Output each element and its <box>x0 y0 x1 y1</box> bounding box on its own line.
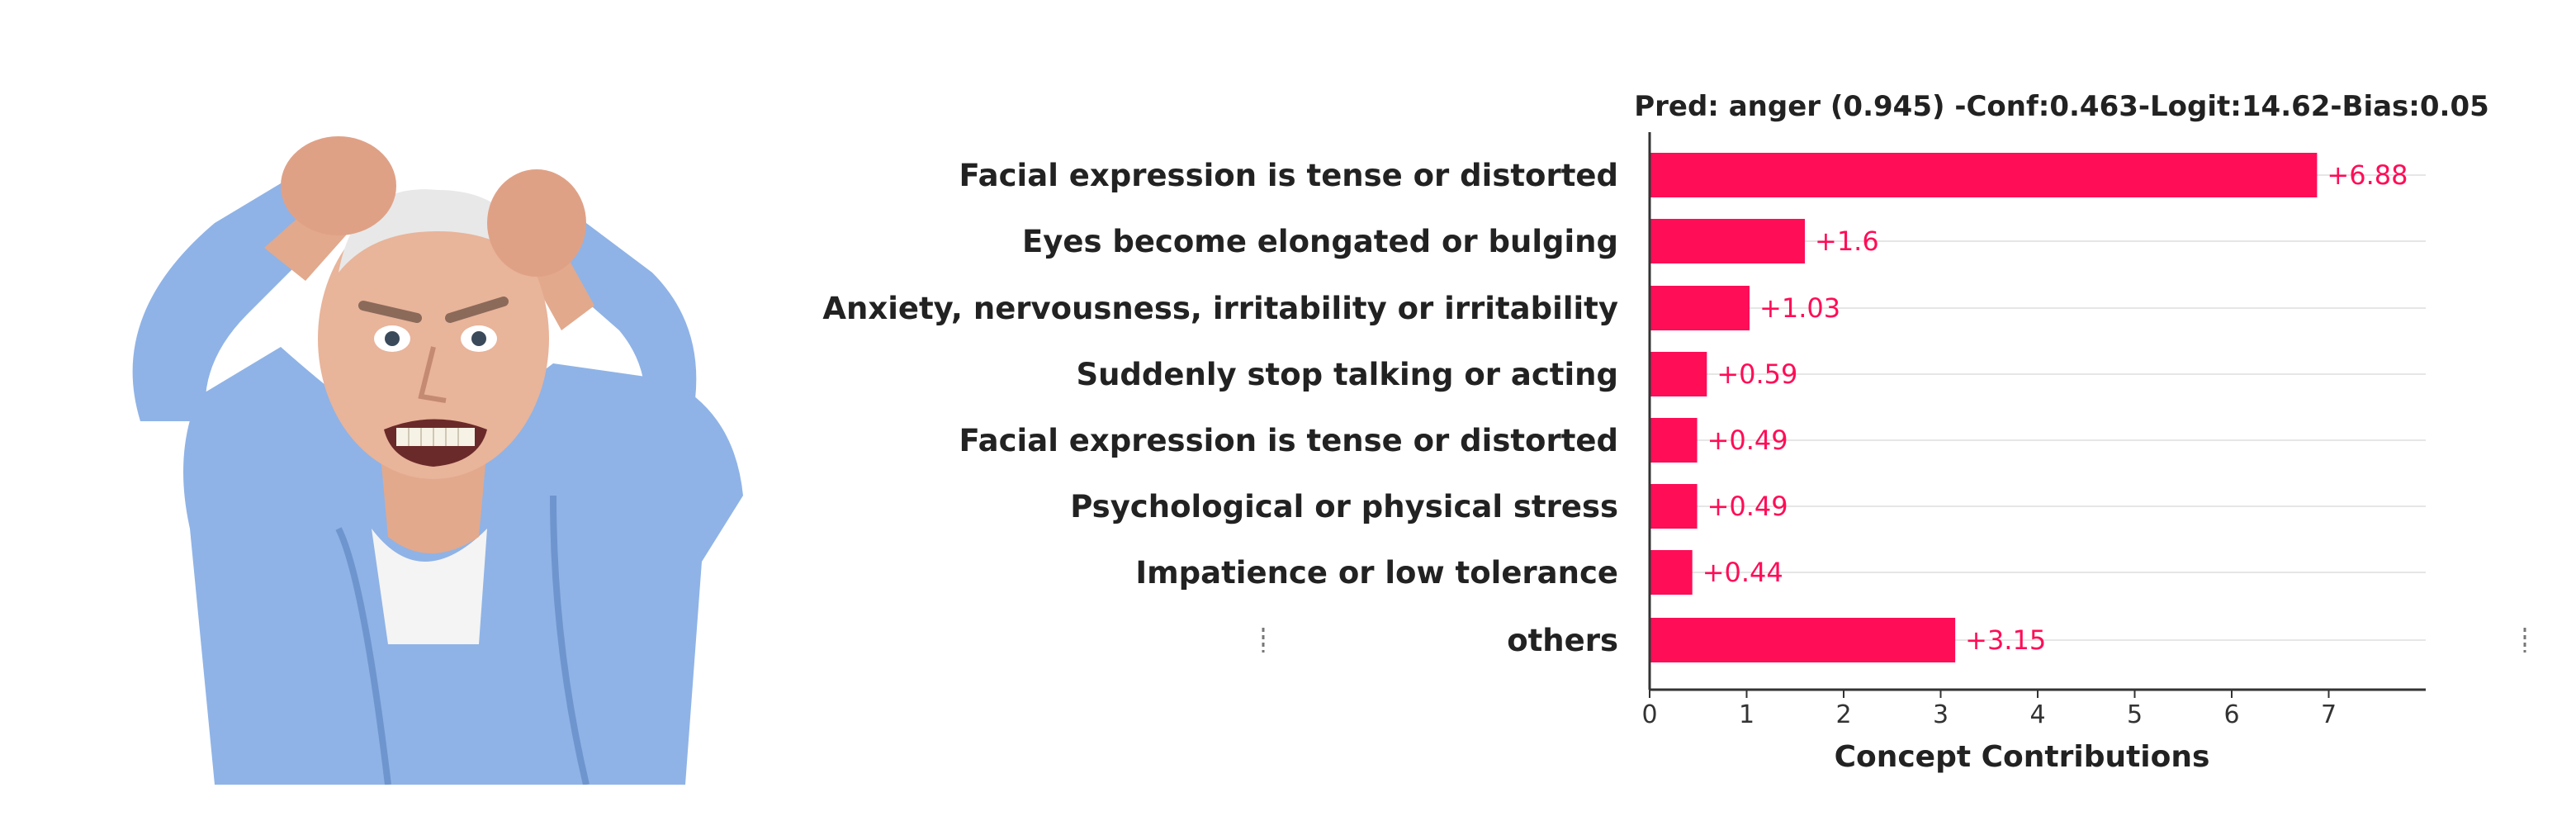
bar <box>1650 286 1750 330</box>
x-tick-label: 2 <box>1835 700 1851 729</box>
bar <box>1650 418 1698 463</box>
value-label: +0.44 <box>1702 557 1783 588</box>
value-label: +1.03 <box>1759 292 1840 324</box>
bars <box>1650 153 2318 662</box>
category-label: Eyes become elongated or bulging <box>1022 224 1618 259</box>
angry-man-photo <box>132 136 743 785</box>
category-label: Suddenly stop talking or acting <box>1076 357 1618 392</box>
x-axis-ticks: 0 1 2 3 4 5 6 7 <box>1641 690 2337 729</box>
bar <box>1650 618 1956 662</box>
bar <box>1650 550 1693 595</box>
x-axis-label: Concept Contributions <box>1835 740 2210 774</box>
value-label: +3.15 <box>1965 624 2046 656</box>
x-tick-label: 5 <box>2127 700 2143 729</box>
category-label: Facial expression is tense or distorted <box>959 158 1618 193</box>
x-tick-label: 6 <box>2223 700 2239 729</box>
x-tick-label: 4 <box>2029 700 2045 729</box>
category-label: others <box>1507 623 1618 658</box>
value-label: +6.88 <box>2327 159 2408 191</box>
chart-title: Pred: anger (0.945) -Conf:0.463-Logit:14… <box>1634 90 2489 123</box>
x-tick-label: 0 <box>1641 700 1657 729</box>
value-label: +0.49 <box>1707 425 1788 456</box>
category-label: Impatience or low tolerance <box>1135 555 1618 591</box>
value-labels: +6.88 +1.6 +1.03 +0.59 +0.49 +0.49 +0.44 +3.15 <box>1702 159 2408 656</box>
x-tick-label: 7 <box>2321 700 2337 729</box>
bar <box>1650 153 2318 197</box>
category-label: Facial expression is tense or distorted <box>959 423 1618 458</box>
bar <box>1650 484 1698 529</box>
bar <box>1650 219 1805 263</box>
value-label: +0.59 <box>1717 358 1797 390</box>
value-label: +1.6 <box>1815 225 1879 257</box>
category-label: Psychological or physical stress <box>1070 489 1618 524</box>
x-tick-label: 1 <box>1739 700 1754 729</box>
category-label: Anxiety, nervousness, irritability or ir… <box>822 291 1618 326</box>
value-label: +0.49 <box>1707 491 1788 522</box>
bar <box>1650 352 1707 396</box>
x-tick-label: 3 <box>1933 700 1949 729</box>
category-labels: Facial expression is tense or distorted E… <box>822 158 1618 658</box>
